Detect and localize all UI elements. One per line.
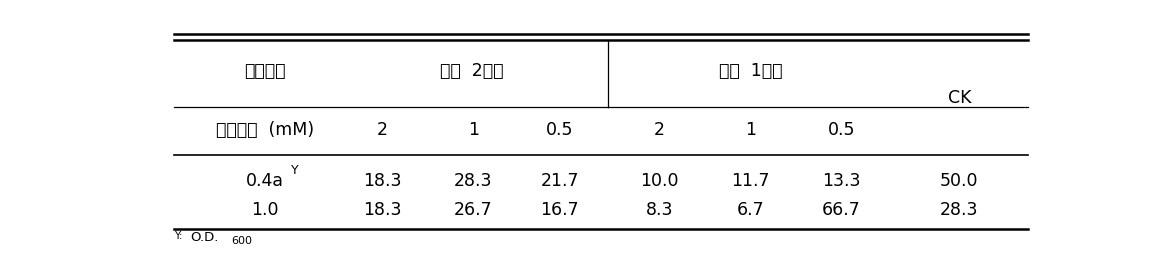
Text: 0.5: 0.5 xyxy=(827,121,856,139)
Text: Y: Y xyxy=(291,164,299,176)
Text: 2: 2 xyxy=(377,121,388,139)
Text: 66.7: 66.7 xyxy=(822,201,860,219)
Text: 18.3: 18.3 xyxy=(363,172,402,190)
Text: 28.3: 28.3 xyxy=(455,172,492,190)
Text: 처리농도  (mM): 처리농도 (mM) xyxy=(216,121,314,139)
Text: 50.0: 50.0 xyxy=(940,172,979,190)
Text: 600: 600 xyxy=(231,236,252,246)
Text: O.D.: O.D. xyxy=(190,231,218,244)
Text: 0.5: 0.5 xyxy=(546,121,573,139)
Text: 13.3: 13.3 xyxy=(822,172,860,190)
Text: 28.3: 28.3 xyxy=(940,201,979,219)
Text: 정식  2주전: 정식 2주전 xyxy=(441,62,504,80)
Text: 26.7: 26.7 xyxy=(455,201,492,219)
Text: 1: 1 xyxy=(468,121,479,139)
Text: 2: 2 xyxy=(654,121,666,139)
Text: 정식  1주전: 정식 1주전 xyxy=(718,62,782,80)
Text: 6.7: 6.7 xyxy=(737,201,764,219)
Text: CK: CK xyxy=(948,88,972,107)
Text: 처리시기: 처리시기 xyxy=(244,62,285,80)
Text: 8.3: 8.3 xyxy=(646,201,674,219)
Text: 10.0: 10.0 xyxy=(640,172,679,190)
Text: 16.7: 16.7 xyxy=(540,201,579,219)
Text: 21.7: 21.7 xyxy=(540,172,579,190)
Text: 0.4a: 0.4a xyxy=(246,172,284,190)
Text: 1.0: 1.0 xyxy=(251,201,278,219)
Text: 18.3: 18.3 xyxy=(363,201,402,219)
Text: Y:: Y: xyxy=(173,231,183,240)
Text: 11.7: 11.7 xyxy=(731,172,770,190)
Text: 1: 1 xyxy=(745,121,756,139)
